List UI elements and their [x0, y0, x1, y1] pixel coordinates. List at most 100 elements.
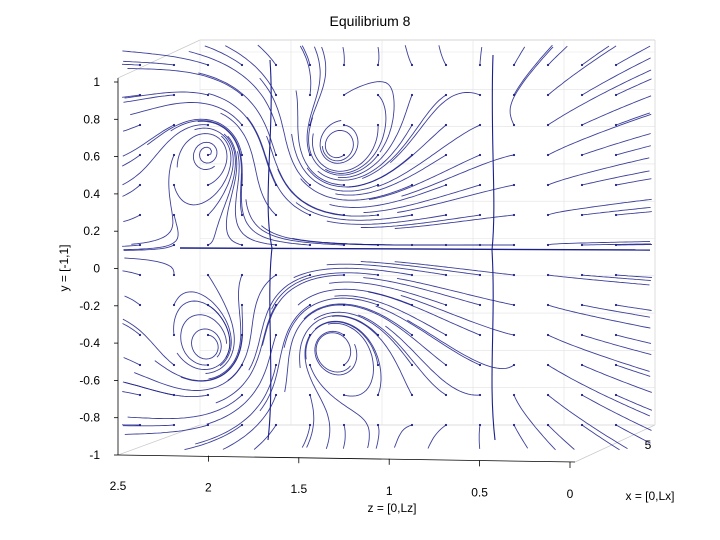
- stream-seed-point: [614, 63, 618, 67]
- y-tick-label: -0.6: [79, 373, 100, 387]
- stream-seed-point: [172, 63, 176, 67]
- streamline: [342, 424, 346, 449]
- stream-seed-point: [206, 243, 210, 247]
- streamline: [581, 170, 650, 186]
- streamline: [122, 318, 175, 366]
- stream-seed-point: [172, 333, 176, 337]
- stream-seed-point: [206, 423, 210, 427]
- stream-seed-point: [512, 393, 516, 397]
- streamline: [319, 120, 359, 164]
- z-tick-label: 0.5: [471, 485, 488, 499]
- streamline: [303, 303, 413, 336]
- chart-title: Equilibrium 8: [330, 13, 411, 29]
- stream-seed-point: [342, 123, 346, 127]
- stream-seed-point: [512, 273, 516, 277]
- streamline: [615, 364, 651, 377]
- streamlines: [121, 44, 653, 451]
- streamline: [257, 44, 277, 66]
- streamline: [363, 277, 481, 306]
- z-tick-label: 1.5: [290, 482, 307, 496]
- stream-seed-point: [546, 63, 550, 67]
- axes-box: [117, 39, 656, 463]
- y-ticks: 1 0.8 0.6 0.4 0.2 0 -0.2 -0.4 -0.6 -0.8 -1: [79, 75, 118, 462]
- stream-seed-point: [206, 123, 210, 127]
- stream-seed-point: [478, 393, 482, 397]
- stream-seed-point: [274, 93, 278, 97]
- stream-seed-point: [614, 123, 618, 127]
- streamline: [394, 214, 515, 229]
- stream-seed-point: [342, 273, 346, 277]
- stream-seed-point: [546, 123, 550, 127]
- stream-seed-point: [308, 273, 312, 277]
- stream-seed-point: [410, 93, 414, 97]
- streamline: [438, 45, 447, 66]
- streamline: [248, 274, 311, 371]
- stream-seed-point: [206, 153, 210, 157]
- stream-seed-point: [308, 423, 312, 427]
- stream-seed-point: [342, 393, 346, 397]
- streamline: [343, 81, 395, 153]
- streamline: [547, 157, 650, 186]
- stream-seed-point: [138, 153, 142, 157]
- streamline: [215, 304, 277, 404]
- streamline: [234, 151, 277, 246]
- streamline: [377, 124, 481, 188]
- streamline: [127, 68, 243, 96]
- streamline: [299, 45, 312, 96]
- stream-seed-point: [546, 153, 550, 157]
- streamline: [321, 129, 354, 162]
- stream-seed-point: [240, 333, 244, 337]
- stream-seed-point: [240, 63, 244, 67]
- streamline: [301, 424, 311, 448]
- stream-seed-point: [240, 393, 244, 397]
- stream-seed-point: [376, 123, 380, 127]
- streamline: [615, 112, 651, 126]
- stream-seed-point: [240, 213, 244, 217]
- stream-seed-point: [478, 213, 482, 217]
- streamline: [122, 94, 141, 98]
- stream-seed-point: [308, 243, 312, 247]
- streamline: [404, 45, 413, 66]
- streamline: [123, 214, 141, 223]
- stream-seed-point: [172, 363, 176, 367]
- stream-seed-point: [342, 93, 346, 97]
- stream-seed-point: [240, 153, 244, 157]
- streamline: [400, 294, 515, 336]
- streamline: [615, 211, 652, 216]
- streamline: [194, 127, 234, 216]
- stream-seed-point: [172, 423, 176, 427]
- stream-seed-point: [478, 273, 482, 277]
- streamline: [130, 102, 243, 126]
- stream-seed-point: [614, 303, 618, 307]
- stream-seed-point: [308, 63, 312, 67]
- stream-seed-point: [240, 303, 244, 307]
- stream-seed-point: [512, 183, 516, 187]
- streamline: [615, 334, 652, 344]
- z-tick-label: 2.5: [110, 479, 127, 493]
- streamline: [396, 277, 515, 306]
- stream-seed-point: [308, 183, 312, 187]
- y-tick-label: 0.6: [83, 150, 100, 164]
- streamline: [615, 424, 651, 444]
- streamline: [122, 323, 141, 336]
- stream-seed-point: [444, 363, 448, 367]
- stream-seed-point: [410, 273, 414, 277]
- stream-seed-point: [138, 303, 142, 307]
- streamline: [401, 154, 515, 197]
- streamline: [368, 154, 481, 201]
- y-axis-label: y = [-1,1]: [57, 244, 71, 291]
- streamline: [581, 133, 651, 156]
- stream-seed-point: [444, 123, 448, 127]
- stream-seed-point: [614, 213, 618, 217]
- stream-seed-point: [138, 213, 142, 217]
- stream-seed-point: [614, 393, 618, 397]
- stream-seed-point: [172, 153, 176, 157]
- stream-seed-point: [410, 393, 414, 397]
- streamline: [513, 394, 556, 451]
- streamline: [326, 263, 447, 276]
- stream-seed-point: [478, 93, 482, 97]
- stream-seed-point: [206, 93, 210, 97]
- streamline: [295, 202, 413, 221]
- x-axis-label: x = [0,Lx]: [625, 489, 674, 503]
- streamline: [547, 45, 617, 96]
